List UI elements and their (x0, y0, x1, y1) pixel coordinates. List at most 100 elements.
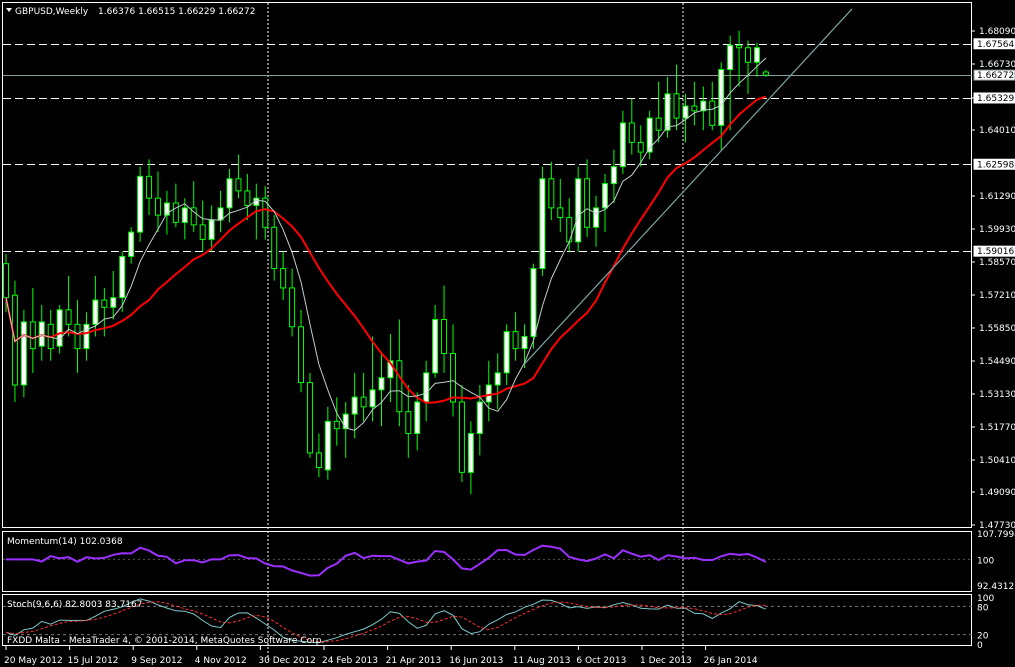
moving-average-fast (5, 57, 767, 431)
stoch-tick-label: 20 (977, 632, 989, 642)
momentum-panel[interactable] (2, 531, 972, 592)
candle-body (333, 420, 340, 430)
candle-body (494, 372, 501, 386)
candle-body (163, 202, 170, 216)
momentum-tick-label: 92.4312 (977, 582, 1014, 592)
candle-body (172, 202, 179, 223)
price-tick-label: 1.58570 (979, 258, 1015, 268)
stoch-main-line (5, 598, 767, 644)
price-tick-label: 1.64010 (979, 126, 1015, 136)
candle-body (673, 93, 680, 119)
candle-body (74, 323, 81, 350)
candle-body (566, 217, 573, 243)
momentum-tick-label: 107.7994 (977, 530, 1015, 540)
candle-body (548, 178, 555, 209)
momentum-tick-label: 100 (977, 556, 994, 566)
time-axis: 20 May 2012 15 Jul 2012 9 Sep 2012 4 Nov 20… (4, 646, 758, 666)
candle-body (315, 452, 322, 468)
candle-body (753, 47, 760, 63)
dropdown-triangle-icon[interactable] (6, 8, 12, 12)
candle-body (682, 105, 689, 119)
candle-body (244, 190, 251, 206)
candle-body (351, 396, 358, 415)
price-tick-label: 1.66730 (979, 60, 1015, 70)
time-tick-label: 20 May 2012 (4, 656, 63, 666)
stoch-tick-label: 80 (977, 603, 989, 613)
candle-body (101, 299, 108, 308)
candle-body (467, 433, 474, 473)
time-tick-label: 11 Aug 2013 (513, 656, 571, 666)
candle-body (476, 401, 483, 435)
candle-body (512, 331, 519, 350)
candle-body (199, 224, 206, 240)
copyright-text: FXDD Malta - MetaTrader 4, © 2001-2014, … (7, 636, 324, 646)
candle-body (396, 360, 403, 413)
candle-body (727, 44, 734, 71)
candle-body (601, 183, 608, 209)
candle-body (441, 318, 448, 354)
candle-body (360, 396, 367, 408)
chart-symbol-period: GBPUSD,Weekly (15, 7, 89, 17)
candle-body (745, 47, 752, 63)
candle-body (20, 321, 27, 386)
time-tick-label: 21 Apr 2013 (386, 656, 442, 666)
candle-body (190, 207, 197, 226)
candle-body (280, 268, 287, 289)
candles (3, 30, 769, 495)
price-panel[interactable] (2, 2, 972, 528)
candle-body (593, 207, 600, 228)
candle-body (762, 71, 769, 76)
time-tick-label: 26 Jan 2014 (704, 656, 758, 666)
candle-body (628, 122, 635, 143)
candle-body (387, 360, 394, 379)
candle-body (217, 207, 224, 221)
time-tick-label: 24 Feb 2013 (322, 656, 378, 666)
candle-body (342, 413, 349, 430)
candle-body (646, 117, 653, 153)
candle-body (146, 175, 153, 199)
candle-body (557, 207, 564, 219)
momentum-label: Momentum(14) 102.0368 (7, 537, 123, 547)
candle-body (655, 117, 662, 131)
price-tick-label: 1.61290 (979, 192, 1015, 202)
price-tick-label: 1.47730 (979, 521, 1015, 531)
price-tick-label: 1.54490 (979, 357, 1015, 367)
candle-body (271, 226, 278, 270)
candle-body (530, 268, 537, 337)
stoch-panel[interactable] (2, 594, 972, 646)
price-tick-label: 1.51770 (979, 423, 1015, 433)
time-tick-label: 16 Jun 2013 (449, 656, 503, 666)
candle-body (414, 401, 421, 435)
price-tick-label: 1.59930 (979, 225, 1015, 235)
time-tick-label: 9 Sep 2012 (131, 656, 182, 666)
time-tick-label: 1 Dec 2013 (640, 656, 692, 666)
candle-body (298, 326, 305, 384)
time-tick-label: 15 Jul 2012 (68, 656, 119, 666)
candle-body (56, 309, 63, 347)
candle-body (700, 100, 707, 112)
candle-body (289, 287, 296, 328)
price-highlight-box (973, 245, 1015, 257)
candle-body (736, 44, 743, 49)
candle-body (405, 411, 412, 435)
candle-body (664, 93, 671, 131)
candle-body (432, 318, 439, 374)
candle-body (369, 389, 376, 408)
trendline (522, 8, 853, 366)
candle-body (378, 377, 385, 391)
candle-body (584, 178, 591, 228)
price-highlight-label: 1.66272 (977, 71, 1014, 81)
price-tick-label: 1.49090 (979, 488, 1015, 498)
candle-body (450, 352, 456, 403)
price-highlight-box (973, 158, 1015, 170)
candle-body (709, 100, 716, 126)
price-highlight-box (973, 69, 1015, 81)
price-highlight-label: 1.65329 (977, 94, 1014, 104)
candle-body (503, 331, 510, 374)
candle-body (485, 384, 492, 403)
candle-body (619, 122, 626, 168)
candle-body (119, 255, 126, 299)
ohlc-readout: 1.66376 1.66515 1.66229 1.66272 (98, 7, 255, 17)
